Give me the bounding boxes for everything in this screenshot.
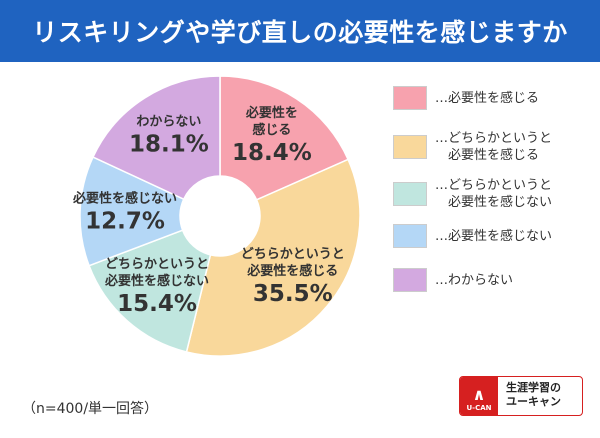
legend-label: …必要性を感じる	[435, 90, 540, 106]
legend-label: …わからない	[435, 272, 514, 288]
sample-note: （n=400/単一回答）	[22, 401, 159, 417]
slice-label: 必要性を感じない 12.7%	[73, 190, 177, 235]
legend-swatch	[393, 182, 427, 206]
slice-category: 必要性を感じない	[73, 191, 178, 207]
slice-category: どちらかというと 必要性を感じる	[240, 247, 345, 280]
slice-label: どちらかというと 必要性を感じない 15.4%	[105, 256, 209, 318]
slice-value: 35.5%	[252, 281, 333, 308]
slice-category: 必要性を 感じる	[245, 106, 298, 139]
legend-label: …どちらかというと 必要性を感じる	[435, 131, 553, 163]
legend-item: …どちらかというと 必要性を感じない	[393, 177, 552, 211]
header: リスキリングや学び直しの必要性を感じますか	[0, 0, 600, 62]
slice-label: どちらかというと 必要性を感じる 35.5%	[241, 246, 345, 308]
slice-value: 12.7%	[85, 208, 165, 235]
legend-item: …どちらかというと 必要性を感じる	[393, 130, 552, 164]
slice-category: どちらかというと 必要性を感じない	[104, 257, 210, 290]
ucan-logo: ∧ U-CAN 生涯学習の ユーキャン	[459, 376, 583, 416]
logo-mark: ∧ U-CAN	[460, 377, 498, 415]
slice-4	[92, 75, 221, 201]
legend-swatch	[393, 268, 427, 292]
legend-swatch	[393, 224, 427, 248]
slice-label: 必要性を 感じる 18.4%	[232, 105, 312, 167]
logo-glyph-icon: ∧	[472, 385, 486, 404]
chart-title: リスキリングや学び直しの必要性を感じますか	[32, 18, 568, 47]
legend-item: …わからない	[393, 268, 552, 292]
legend-swatch	[393, 135, 427, 159]
legend-swatch	[393, 86, 427, 110]
slice-category: わからない	[136, 114, 202, 130]
legend-label: …どちらかというと 必要性を感じない	[435, 178, 553, 210]
legend-item: …必要性を感じない	[393, 224, 552, 248]
slice-value: 15.4%	[117, 291, 197, 318]
slice-0	[219, 75, 350, 201]
slice-2	[88, 229, 212, 353]
slice-1	[185, 158, 361, 357]
slice-value: 18.4%	[231, 140, 312, 167]
legend-label: …必要性を感じない	[435, 228, 553, 244]
slice-label: わからない 18.1%	[129, 113, 209, 158]
slice-3	[79, 156, 185, 267]
logo-text: 生涯学習の ユーキャン	[506, 381, 561, 408]
legend-item: …必要性を感じる	[393, 86, 552, 110]
legend: …必要性を感じる …どちらかというと 必要性を感じる …どちらかというと 必要性を感…	[393, 86, 552, 312]
slice-value: 18.1%	[128, 131, 209, 158]
